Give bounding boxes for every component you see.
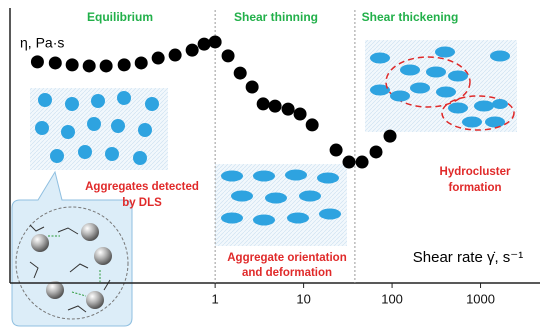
annotation: by DLS [122,197,162,209]
data-point [82,59,96,73]
data-point [355,155,369,169]
annotation: Aggregate orientation [227,252,346,264]
data-point [342,155,356,169]
region-label: Equilibrium [87,10,153,24]
data-point [256,97,270,111]
data-point [117,58,131,72]
y-axis-label: η, Pa·s [20,35,64,51]
data-point [245,80,259,94]
data-point [168,48,182,62]
data-point [281,102,295,116]
x-tick-label: 10 [296,291,310,306]
annotation: Hydrocluster [440,166,511,178]
data-point [197,37,211,51]
annotation: and deformation [242,267,332,279]
data-point [185,43,199,57]
molecule-inset [11,170,133,327]
data-point [305,118,319,132]
annotation: Aggregates detected [85,181,199,193]
data-point [268,99,282,113]
data-point [48,56,62,70]
thickening-illustration [365,40,517,132]
x-axis-label: Shear rate γ̇, s⁻¹ [413,249,523,266]
region-label: Shear thickening [362,10,459,24]
data-point [30,55,44,69]
data-point [383,129,397,143]
x-tick-label: 1 [212,291,219,306]
x-tick-label: 1000 [466,291,495,306]
x-tick-label: 100 [381,291,403,306]
data-point [233,66,247,80]
data-point [99,59,113,73]
equilibrium-illustration [30,88,168,170]
data-point [329,143,343,157]
data-point [208,35,222,49]
region-label: Shear thinning [234,10,318,24]
data-point [65,58,79,72]
data-point [134,56,148,70]
data-point [293,107,307,121]
data-point [151,51,165,65]
thinning-illustration [215,164,347,246]
data-point [221,49,235,63]
data-point [369,145,383,159]
annotation: formation [448,182,501,194]
